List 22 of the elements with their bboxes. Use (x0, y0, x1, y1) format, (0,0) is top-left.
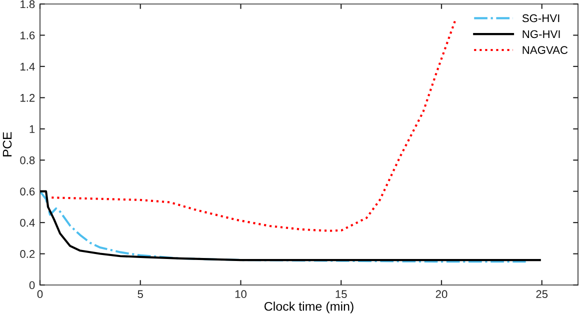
x-tick-label: 25 (536, 290, 548, 298)
y-tick-label: 1.6 (20, 31, 35, 40)
y-tick-label: 0.2 (20, 250, 35, 258)
x-tick-label: 5 (138, 290, 143, 298)
y-tick-label: 0.6 (20, 188, 35, 196)
legend-label: NG-HVI (522, 30, 560, 38)
x-tick-label: 0 (37, 290, 43, 298)
legend-label: SG-HVI (522, 14, 560, 22)
y-axis-title: PCE (2, 132, 12, 156)
y-tick-label: 1 (30, 125, 35, 133)
x-tick-label: 10 (235, 290, 246, 298)
y-tick-label: 0.8 (20, 156, 35, 164)
legend-label: NAGVAC (522, 46, 568, 54)
y-tick-label: 1.8 (20, 0, 35, 8)
x-axis-title: Clock time (min) (264, 302, 354, 314)
x-tick-label: 15 (336, 290, 347, 298)
line-series (50, 20, 456, 232)
x-tick-label: 20 (436, 290, 448, 298)
y-tick-label: 0 (29, 281, 35, 290)
y-tick-label: 1.4 (20, 62, 35, 70)
y-tick-label: 0.4 (20, 218, 35, 227)
y-tick-label: 1.2 (20, 94, 35, 102)
